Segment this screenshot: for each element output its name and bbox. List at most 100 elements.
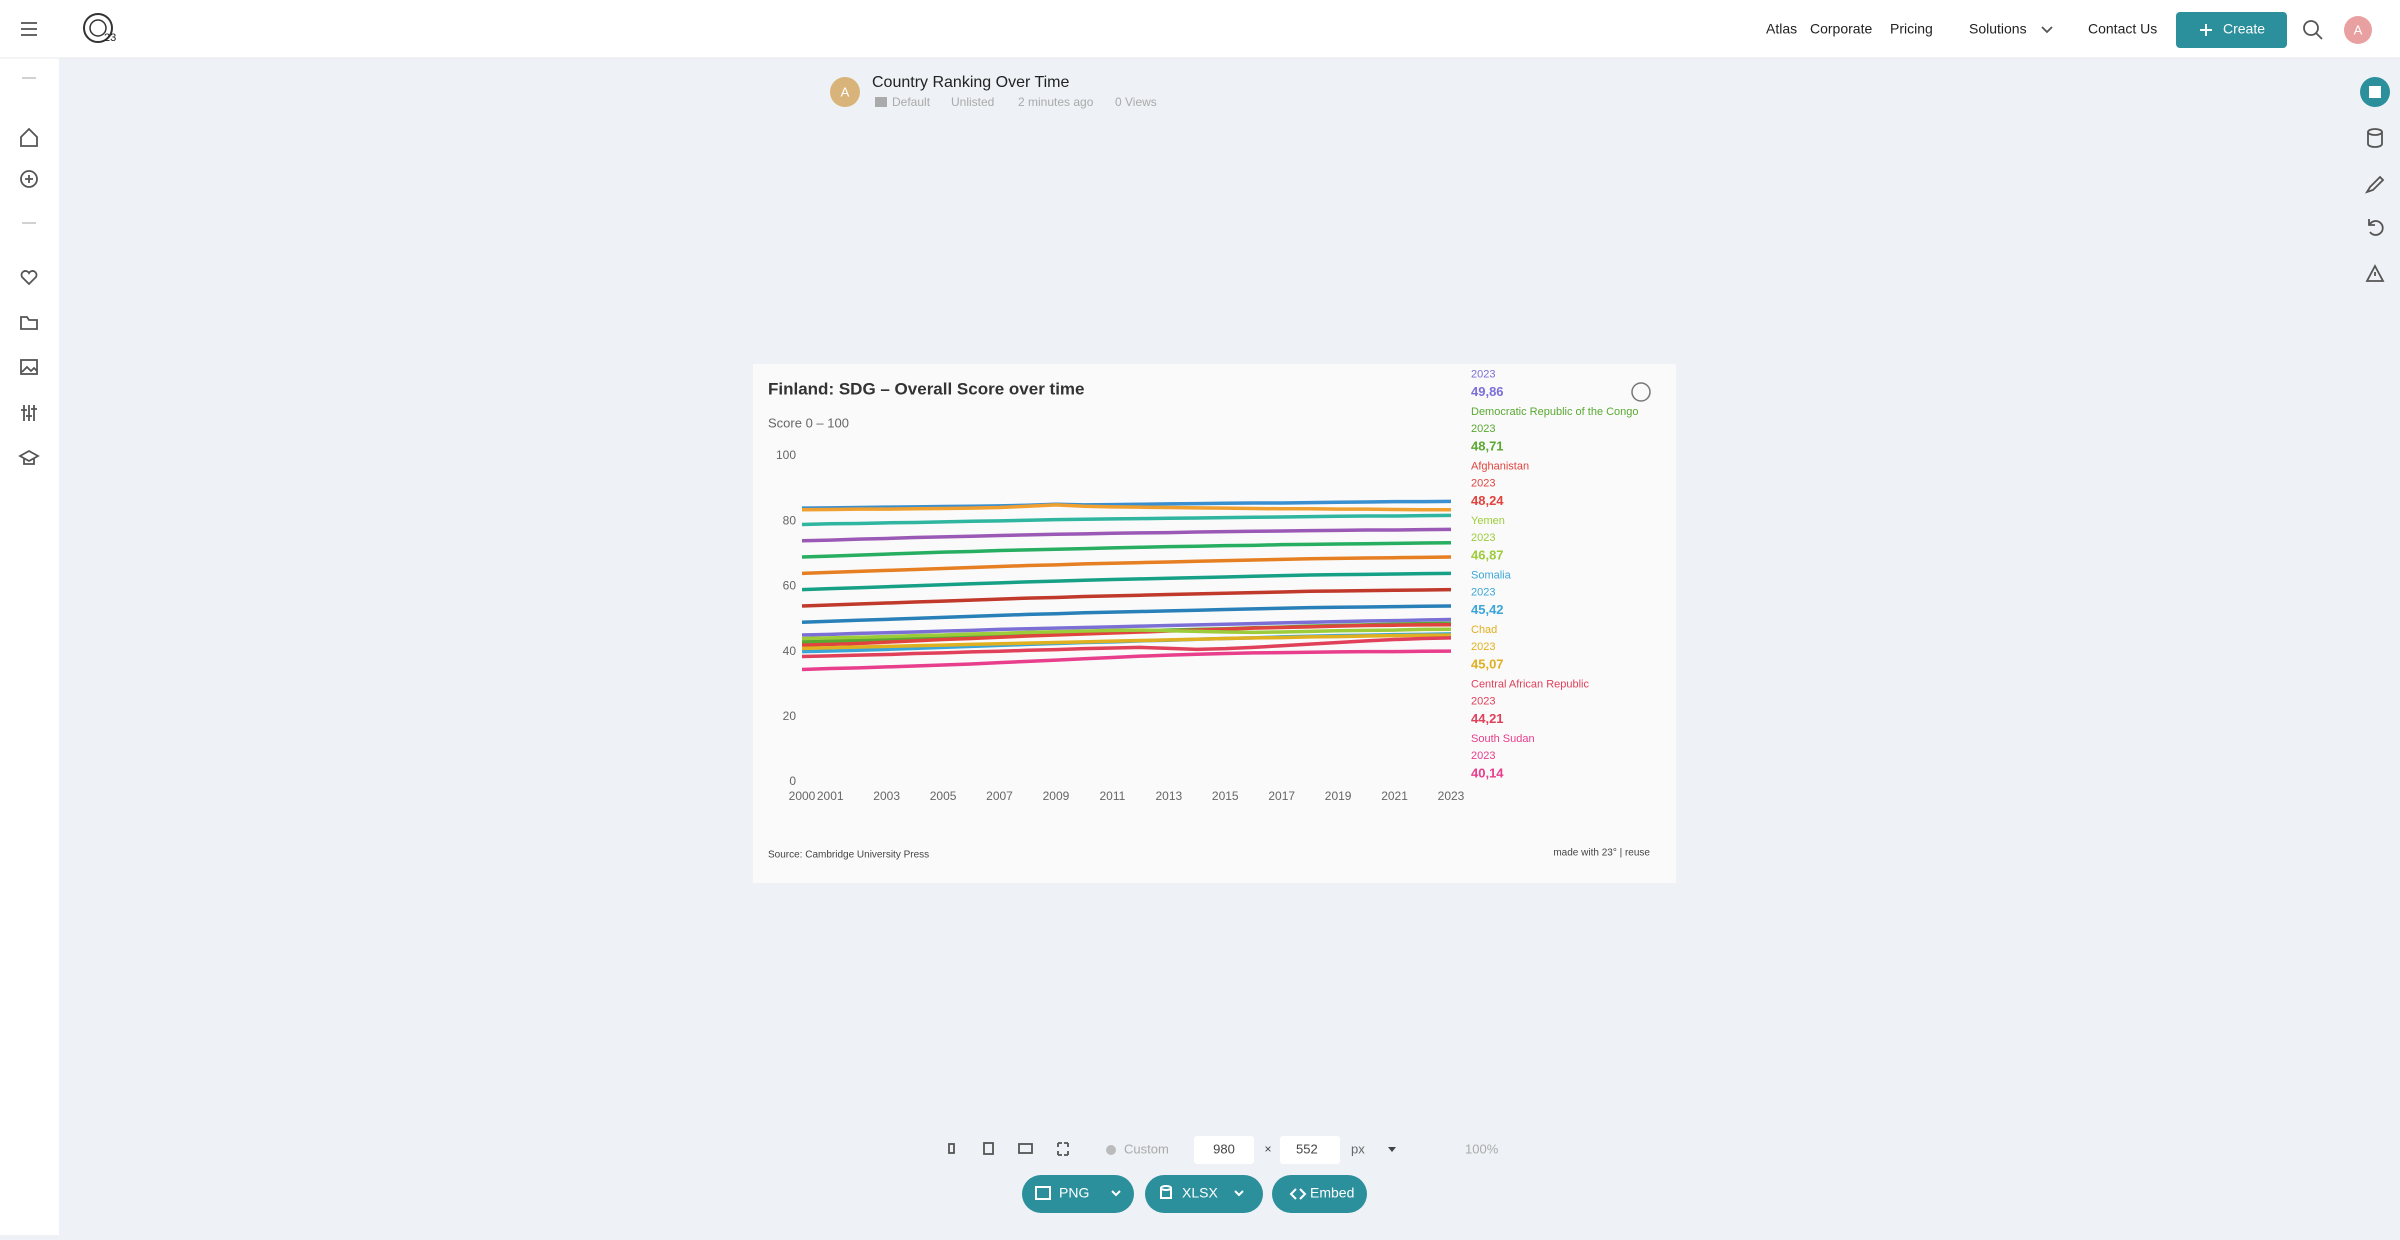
button-icons [1035, 1185, 1307, 1200]
y-tick-label: 60 [783, 579, 797, 593]
legend-year: 2023 [1471, 368, 1495, 380]
height-input[interactable] [1280, 1136, 1340, 1164]
series-line [801, 540, 1452, 559]
y-tick-label: 80 [783, 513, 797, 527]
series-line [801, 503, 1451, 512]
legend-name: Afghanistan [1471, 460, 1529, 472]
series-line [801, 513, 1452, 527]
x-tick-label: 2013 [1155, 789, 1182, 803]
nav-item[interactable]: Pricing [1890, 21, 1933, 37]
doc-title: Country Ranking Over Time [872, 74, 1070, 91]
user-avatar[interactable] [2344, 16, 2372, 44]
legend-year: 2023 [1471, 532, 1495, 544]
x-tick-label: 2021 [1381, 789, 1408, 803]
series-line [801, 571, 1452, 592]
x-tick-label: 2001 [817, 789, 844, 803]
preset[interactable]: Custom [1124, 1141, 1169, 1156]
nav-item[interactable]: Contact Us [2088, 21, 2157, 37]
chart-source: Source: Cambridge University Press [768, 850, 929, 861]
legend-value: 45,07 [1471, 656, 1504, 671]
create-button[interactable] [2176, 12, 2287, 48]
sidebar-icons[interactable] [18, 77, 40, 465]
legend-name: Somalia [1471, 569, 1512, 581]
times: × [1264, 1142, 1271, 1156]
y-tick-label: 100 [776, 448, 796, 462]
menu-icon[interactable] [21, 22, 37, 36]
plus-icon [2200, 24, 2212, 36]
x-tick-label: 2000 [789, 789, 816, 803]
png-button[interactable] [1022, 1175, 1134, 1213]
legend-name: Chad [1471, 624, 1497, 636]
chart: Finland: SDG – Overall Score over time S… [768, 368, 1651, 861]
embed-button[interactable] [1272, 1175, 1367, 1213]
chart-title: Finland: SDG – Overall Score over time [768, 379, 1085, 398]
series-line [801, 604, 1452, 625]
x-tick-label: 2003 [873, 789, 900, 803]
legend-value: 44,21 [1471, 711, 1504, 726]
logo[interactable]: 23 [83, 13, 116, 44]
legend-value: 48,71 [1471, 438, 1504, 453]
series-line [801, 633, 1452, 651]
width-value: 980 [1213, 1141, 1235, 1156]
y-tick-label: 20 [783, 709, 797, 723]
zoom[interactable]: 100% [1465, 1141, 1499, 1156]
search-icon[interactable] [2303, 20, 2323, 40]
x-tick-label: 2017 [1268, 789, 1295, 803]
left-sidebar [0, 58, 59, 1235]
x-tick-label: 2023 [1438, 789, 1465, 803]
gear-icon [1106, 1145, 1116, 1155]
series-line [801, 527, 1452, 543]
nav-item[interactable]: Atlas [1766, 21, 1797, 37]
series-line [801, 649, 1452, 672]
x-tick-label: 2015 [1212, 789, 1239, 803]
legend-name: Yemen [1471, 515, 1505, 527]
nav-item[interactable]: Corporate [1810, 21, 1872, 37]
svg-text:23: 23 [104, 32, 116, 44]
series-line [801, 627, 1452, 641]
unit[interactable]: px [1351, 1141, 1365, 1156]
right-icons[interactable] [2364, 128, 2385, 282]
series-line [801, 587, 1452, 608]
x-tick-label: 2005 [930, 789, 957, 803]
legend-name: South Sudan [1471, 733, 1535, 745]
series-line [801, 636, 1452, 659]
doc-time: 2 minutes ago [1018, 95, 1094, 109]
doc-avatar [830, 77, 860, 107]
legend-value: 48,24 [1471, 493, 1504, 508]
avatar-letter: A [2354, 22, 2363, 37]
legend-name: Central African Republic [1471, 678, 1590, 690]
legend-value: 46,87 [1471, 547, 1504, 562]
create-label: Create [2223, 21, 2265, 37]
width-input[interactable] [1194, 1136, 1254, 1164]
legend-year: 2023 [1471, 423, 1495, 435]
series-line [801, 617, 1452, 637]
legend-year: 2023 [1471, 641, 1495, 653]
y-tick-label: 40 [783, 644, 797, 658]
folder-icon [875, 97, 887, 107]
chart-credit[interactable]: made with 23° | reuse [1553, 848, 1650, 859]
series-line [801, 555, 1452, 576]
legend-year: 2023 [1471, 695, 1495, 707]
chart-subtitle: Score 0 – 100 [768, 415, 849, 430]
device-icons[interactable] [948, 1142, 1069, 1156]
height-value: 552 [1296, 1141, 1318, 1156]
save-icon [2369, 86, 2381, 98]
embed-label: Embed [1310, 1185, 1354, 1201]
xlsx-label: XLSX [1182, 1185, 1218, 1201]
unit-caret [1388, 1147, 1396, 1152]
y-tick-label: 0 [789, 774, 796, 788]
series-line [801, 499, 1452, 510]
xlsx-button[interactable] [1145, 1175, 1263, 1213]
series-line [801, 622, 1452, 647]
legend-name: Democratic Republic of the Congo [1471, 406, 1639, 418]
nav-item[interactable]: Solutions [1969, 21, 2027, 37]
legend-value: 49,86 [1471, 384, 1504, 399]
legend-year: 2023 [1471, 477, 1495, 489]
doc-avatar-letter: A [841, 84, 850, 99]
doc-views: 0 Views [1115, 95, 1157, 109]
chart-logo [1631, 382, 1651, 402]
chevron [2041, 26, 2053, 34]
header [0, 0, 2400, 58]
